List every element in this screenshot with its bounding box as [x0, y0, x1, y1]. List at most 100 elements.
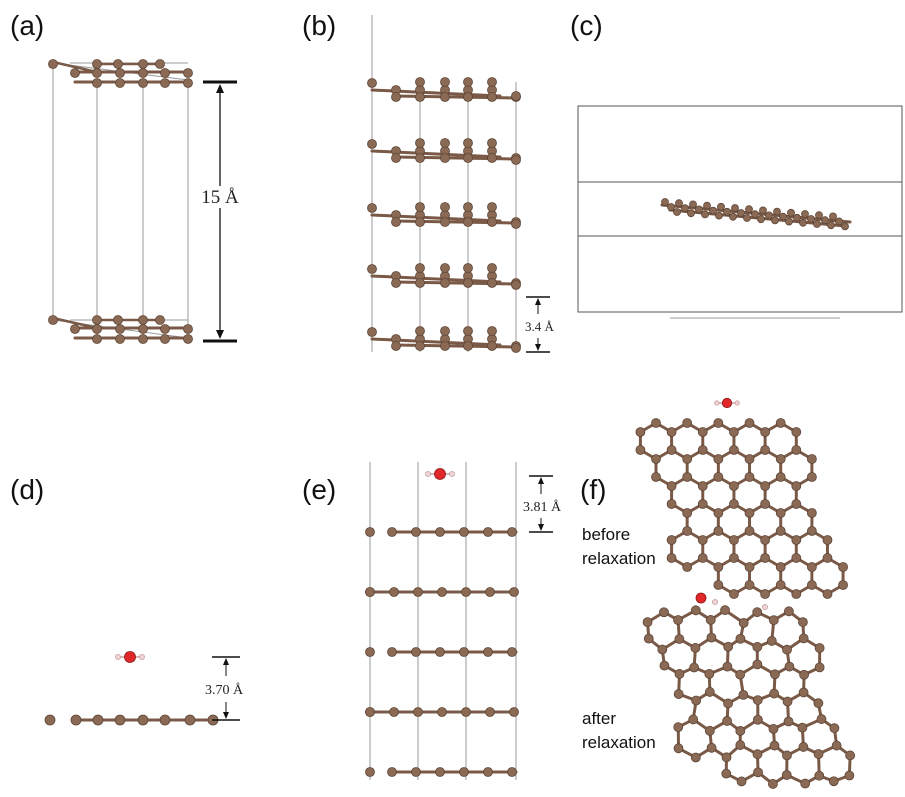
carbon-atom	[791, 553, 802, 563]
carbon-atom	[367, 203, 377, 213]
panel-label-d: (d)	[10, 474, 45, 505]
carbon-atom	[48, 315, 58, 325]
carbon-atom	[782, 696, 793, 707]
carbon-atom	[415, 341, 425, 351]
carbon-atom	[651, 472, 661, 482]
carbon-atom	[753, 767, 763, 778]
carbon-atom	[799, 218, 807, 227]
carbon-atom	[845, 750, 856, 761]
carbon-atom	[365, 707, 375, 717]
carbon-atom	[737, 209, 745, 217]
carbon-atom	[184, 714, 196, 726]
carbon-atom	[440, 138, 450, 148]
carbon-atom	[70, 324, 80, 334]
carbon-atom	[485, 707, 495, 717]
carbon-atom	[713, 454, 724, 464]
carbon-atom	[706, 742, 717, 753]
carbon-atom	[752, 695, 763, 705]
carbon-atom	[389, 707, 399, 717]
caption-before: before relaxation	[582, 523, 656, 571]
carbon-atom	[411, 647, 421, 657]
carbon-atom	[822, 535, 833, 545]
carbon-atom	[690, 752, 701, 763]
carbon-atom	[367, 139, 377, 149]
carbon-atom	[822, 553, 833, 563]
carbon-atom	[759, 206, 767, 215]
panel-b-layers	[367, 77, 521, 353]
carbon-atom	[813, 698, 824, 709]
carbon-atom	[463, 138, 473, 148]
carbon-atom	[797, 722, 808, 733]
carbon-atom	[690, 643, 701, 653]
carbon-atom	[183, 334, 193, 344]
carbon-atom	[666, 535, 677, 545]
carbon-atom	[806, 508, 817, 518]
carbon-atom	[829, 212, 837, 221]
panel-e-layer-2	[365, 587, 519, 597]
panel-label-a: (a)	[10, 10, 45, 41]
carbon-atom	[115, 68, 125, 78]
carbon-atom	[485, 587, 495, 597]
bond	[393, 343, 517, 349]
caption-before-line1: before	[582, 525, 631, 544]
carbon-atom	[688, 714, 699, 725]
oxygen-atom	[721, 397, 733, 409]
carbon-atom	[183, 324, 193, 334]
carbon-atom	[487, 263, 497, 273]
hydrogen-atom	[712, 599, 718, 605]
carbon-atom	[729, 589, 739, 599]
panel-f-before-lattice	[635, 397, 848, 599]
carbon-atom	[729, 427, 739, 437]
carbon-atom	[48, 59, 58, 69]
carbon-atom	[768, 723, 779, 734]
carbon-atom	[743, 214, 751, 222]
carbon-atom	[365, 587, 375, 597]
carbon-atom	[657, 644, 668, 655]
carbon-atom	[367, 264, 377, 274]
carbon-atom	[509, 587, 519, 597]
panel-c-graphene-sheet	[660, 198, 852, 231]
panel-b-layer-5	[367, 326, 521, 353]
carbon-atom	[783, 606, 794, 617]
oxygen-atom	[434, 468, 446, 480]
carbon-atom	[70, 714, 82, 726]
carbon-atom	[415, 263, 425, 273]
carbon-atom	[814, 770, 825, 781]
carbon-atom	[697, 445, 708, 455]
carbon-atom	[487, 217, 497, 227]
carbon-atom	[463, 77, 473, 87]
carbon-atom	[461, 707, 471, 717]
carbon-atom	[507, 767, 517, 777]
carbon-atom	[155, 315, 165, 325]
carbon-atom	[713, 580, 724, 590]
carbon-atom	[713, 508, 724, 518]
carbon-atom	[744, 472, 755, 482]
carbon-atom	[413, 707, 423, 717]
carbon-atom	[435, 527, 445, 537]
carbon-atom	[437, 587, 447, 597]
carbon-atom	[440, 153, 450, 163]
carbon-atom	[738, 617, 749, 628]
carbon-atom	[682, 508, 693, 518]
carbon-atom	[666, 481, 677, 491]
carbon-atom	[721, 768, 732, 779]
carbon-atom	[775, 454, 786, 464]
carbon-atom	[738, 689, 749, 700]
carbon-atom	[415, 153, 425, 163]
carbon-atom	[391, 92, 401, 102]
carbon-atom	[775, 562, 786, 572]
carbon-atom	[791, 535, 802, 545]
bond	[393, 94, 517, 100]
carbon-atom	[744, 526, 755, 536]
carbon-atom	[757, 215, 765, 224]
carbon-atom	[411, 527, 421, 537]
carbon-atom	[813, 749, 824, 759]
carbon-atom	[415, 326, 425, 336]
carbon-atom	[138, 59, 148, 69]
hydrogen-atom	[449, 471, 455, 477]
carbon-atom	[440, 263, 450, 273]
carbon-atom	[723, 698, 733, 709]
carbon-atom	[92, 59, 102, 69]
carbon-atom	[775, 508, 786, 518]
